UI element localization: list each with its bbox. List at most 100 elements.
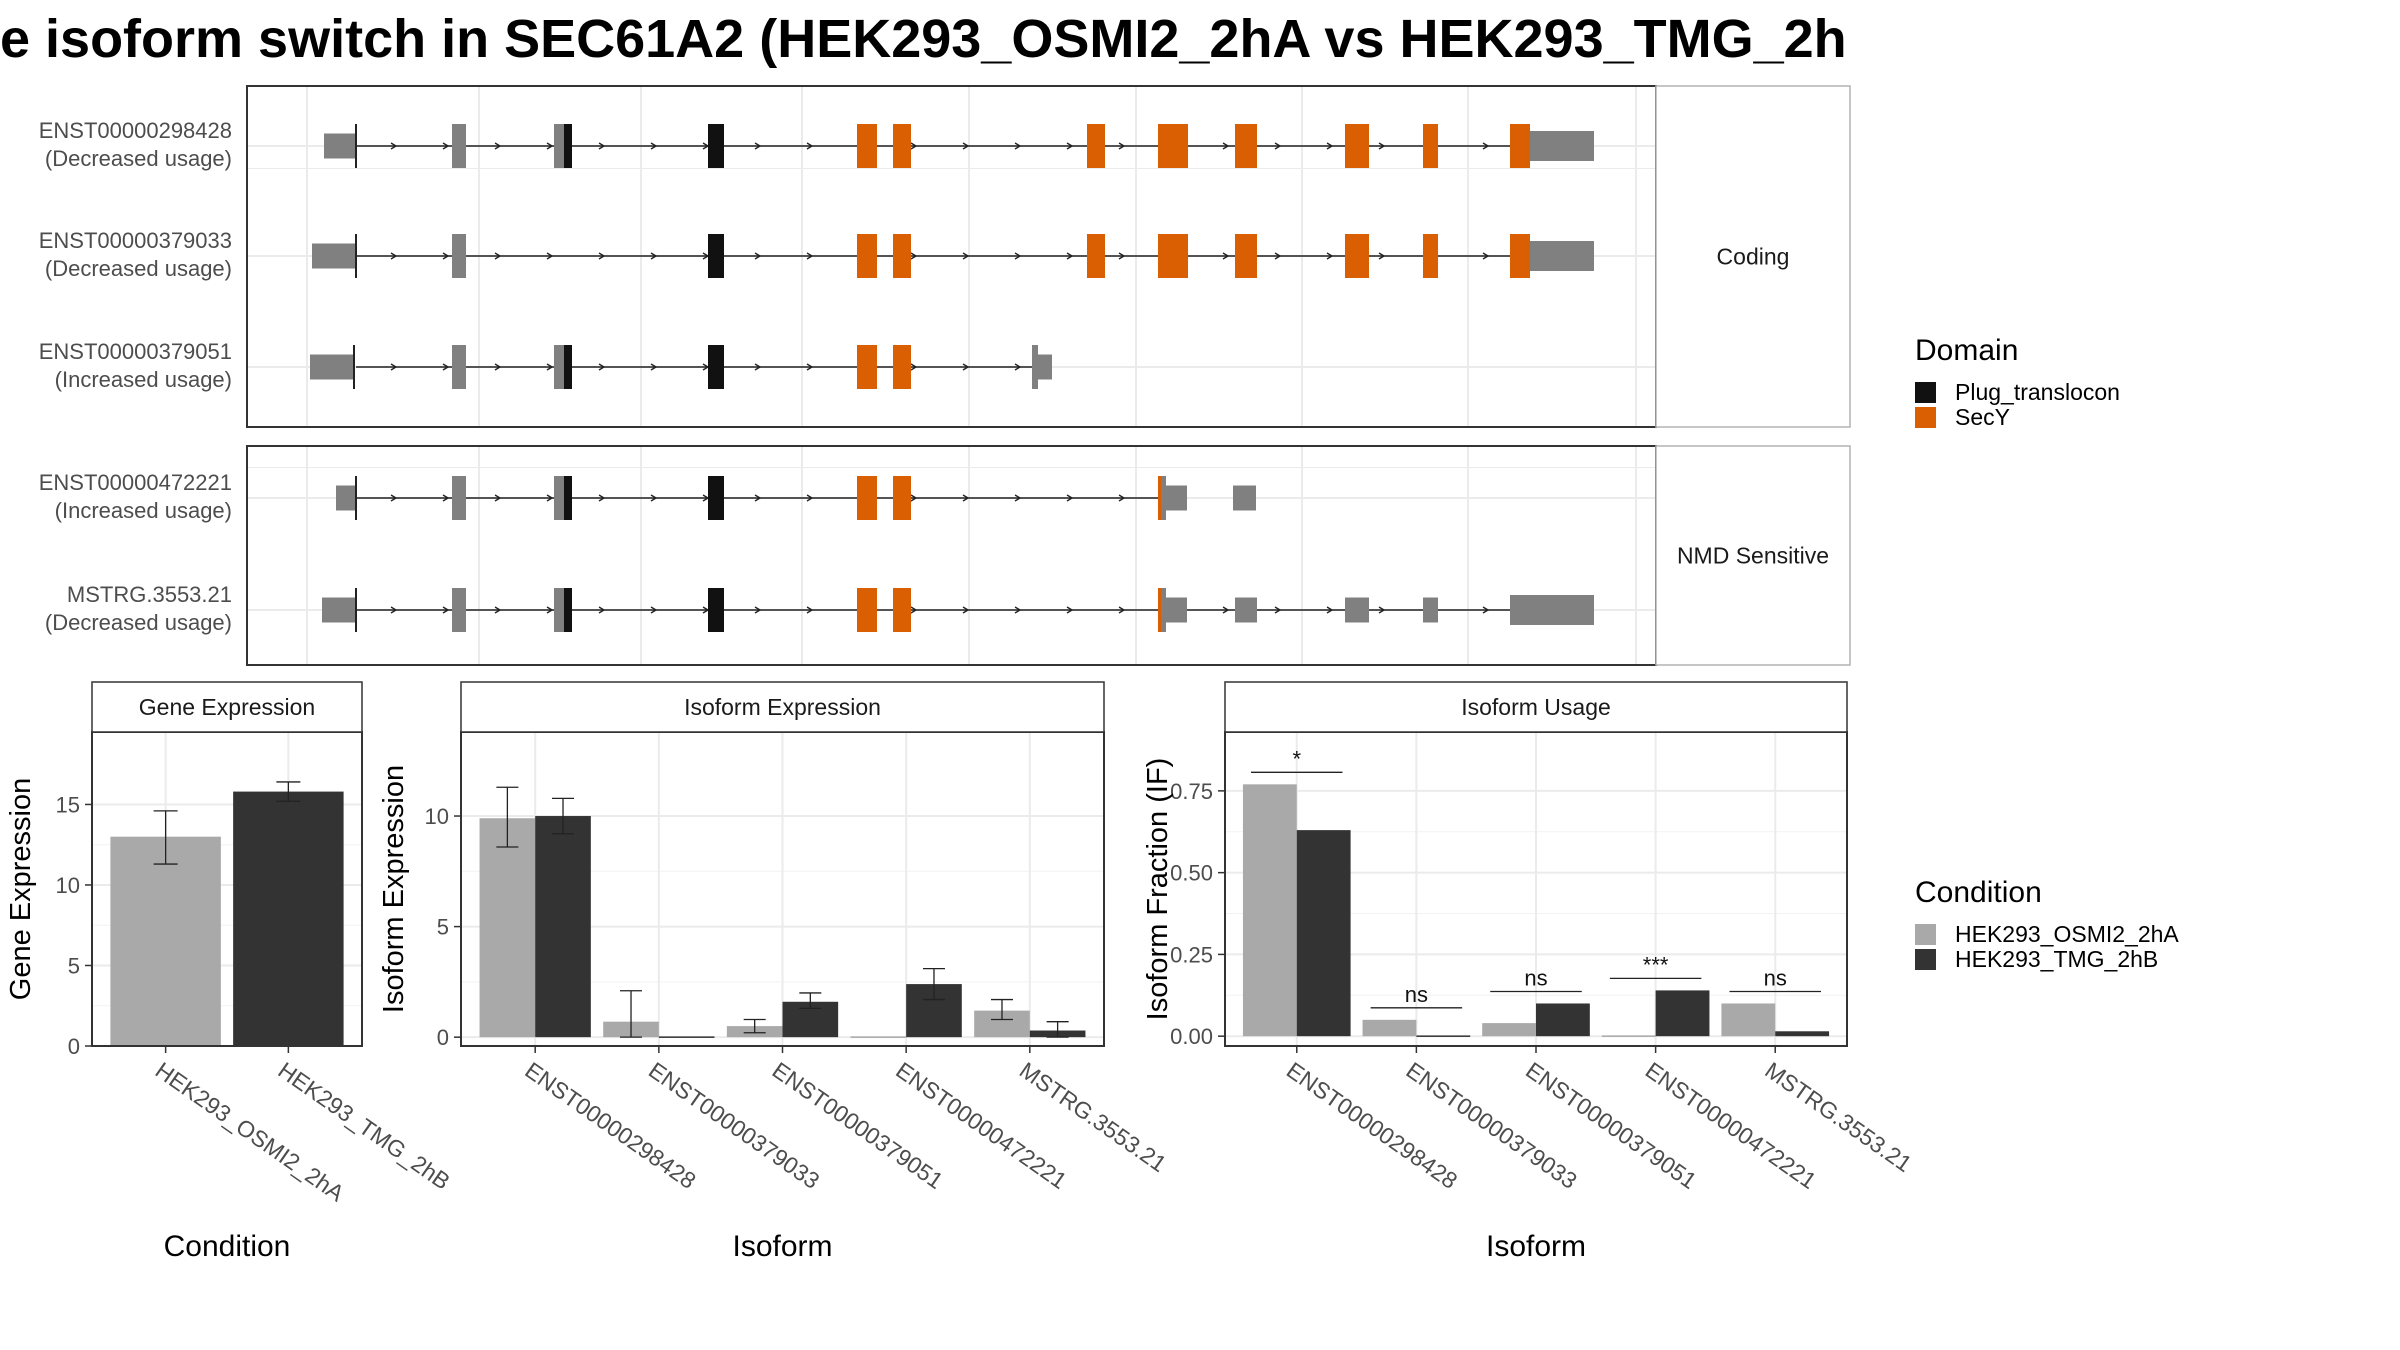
direction-arrow [1014,142,1022,150]
direction-arrow [442,142,450,150]
exon-7 [1032,345,1038,389]
direction-arrow [546,142,554,150]
direction-arrow [962,494,970,502]
bar-HEK293_TMG_2hB [233,791,344,1046]
exon-5 [1087,234,1105,278]
domain-legend-swatch [1915,407,1936,428]
transcript-row-ENST00000379033: ENST00000379033 (Decreased usage) [39,228,1594,281]
exon-13 [1510,595,1594,625]
x-axis-label: Isoform [732,1230,832,1263]
exon-4 [708,124,724,168]
exon-0 [324,133,356,159]
exon-10 [1510,234,1530,278]
direction-arrow [806,363,814,371]
transcript-usage-label: (Decreased usage) [45,146,232,171]
y-tick-label: 0.75 [1170,779,1213,804]
y-tick-label: 0 [68,1034,80,1059]
direction-arrow [442,606,450,614]
transcript-id-label: ENST00000379033 [39,228,232,253]
direction-arrow [806,142,814,150]
exon-3 [564,476,572,520]
transcript-id-label: ENST00000379051 [39,339,232,364]
direction-arrow [1066,606,1074,614]
exon-7 [1087,124,1105,168]
facet-strip-label: Coding [1717,244,1790,270]
direction-arrow [1326,142,1334,150]
exon-11 [1423,124,1438,168]
exon-11 [1530,241,1594,271]
bar-HEK293_OSMI2_2hA-ENST00000472221 [1601,1035,1656,1037]
direction-arrow [650,252,658,260]
direction-arrow [390,606,398,614]
exon-4 [708,476,724,520]
domain-legend-label: SecY [1955,404,2010,430]
direction-arrow [494,252,502,260]
direction-arrow [1066,494,1074,502]
direction-arrow [1014,494,1022,502]
exon-8 [1345,234,1369,278]
direction-arrow [1118,142,1126,150]
transcript-usage-label: (Increased usage) [55,498,232,523]
transcript-usage-label: (Decreased usage) [45,610,232,635]
direction-arrow [962,252,970,260]
direction-arrow [1066,252,1074,260]
exon-9 [1166,597,1187,623]
bar-HEK293_OSMI2_2hA-ENST00000379033 [1362,1019,1417,1037]
y-tick-label: 0 [437,1025,449,1050]
exon-4 [708,588,724,632]
y-tick-label: 0.00 [1170,1024,1213,1049]
domain-legend-title: Domain [1915,334,2018,367]
direction-arrow [910,606,918,614]
direction-arrow [650,363,658,371]
y-tick-label: 0.50 [1170,861,1213,886]
exon-10 [1235,597,1257,623]
direction-arrow [1118,494,1126,502]
facet-strip [1655,445,1851,666]
direction-arrow [390,142,398,150]
bar-HEK293_OSMI2_2hA-ENST00000472221 [850,1036,907,1038]
direction-arrow [442,252,450,260]
direction-arrow [754,363,762,371]
bar-HEK293_TMG_2hB-ENST00000298428 [1296,830,1351,1037]
direction-arrow [1482,252,1490,260]
condition-legend-swatch [1915,949,1936,970]
facet-strip [1655,85,1851,428]
exon-12 [1510,124,1530,168]
y-tick-label: 5 [68,953,80,978]
exon-4 [708,345,724,389]
condition-legend-swatch [1915,924,1936,945]
bar-HEK293_OSMI2_2hA-ENST00000298428 [1242,784,1297,1037]
chart-title-strip [91,681,363,733]
direction-arrow [494,606,502,614]
bar-HEK293_TMG_2hB-ENST00000298428 [535,816,591,1038]
y-tick-label: 0.25 [1170,942,1213,967]
direction-arrow [1014,606,1022,614]
bar-HEK293_TMG_2hB-MSTRG.3553.21 [1775,1031,1830,1037]
direction-arrow [494,363,502,371]
exon-1 [452,345,466,389]
direction-arrow [910,142,918,150]
exon-5 [857,124,877,168]
exon-0 [336,485,356,511]
direction-arrow [650,606,658,614]
direction-arrow [598,363,606,371]
exon-6 [893,345,911,389]
significance-label: *** [1643,952,1669,977]
direction-arrow [598,252,606,260]
exon-0 [310,354,354,380]
direction-arrow [494,494,502,502]
transcript-row-ENST00000298428: ENST00000298428 (Decreased usage) [39,118,1594,171]
direction-arrow [442,494,450,502]
bar-HEK293_TMG_2hB-ENST00000379033 [1416,1035,1471,1037]
exon-1 [452,234,466,278]
direction-arrow [546,606,554,614]
bar-HEK293_TMG_2hB-ENST00000379051 [1536,1003,1590,1037]
direction-arrow [1274,142,1282,150]
exon-9 [1423,234,1438,278]
exon-3 [857,234,877,278]
exon-3 [564,345,572,389]
